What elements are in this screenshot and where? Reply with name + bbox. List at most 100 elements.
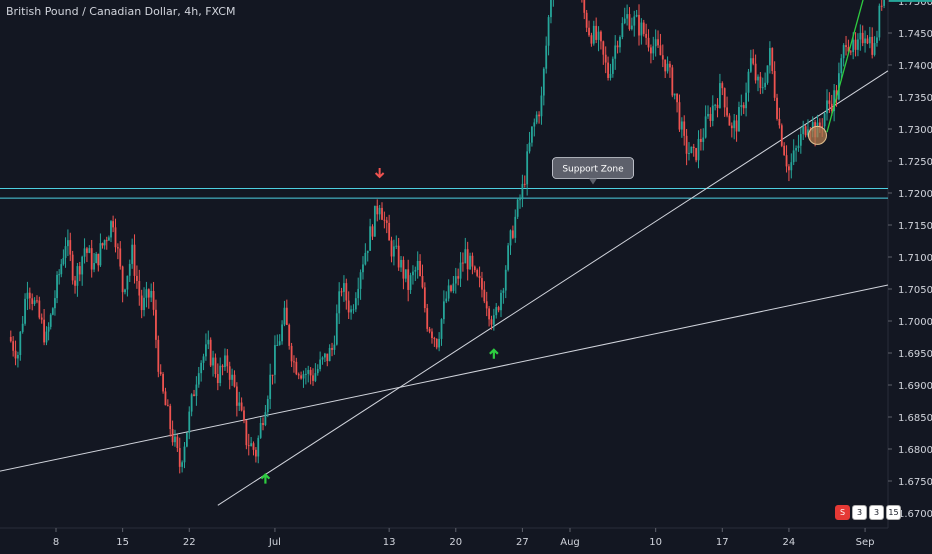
candle-body [21, 323, 24, 332]
candle-body [719, 83, 721, 108]
candle-body [711, 105, 714, 121]
candle-body [81, 256, 84, 275]
candle-body [357, 288, 360, 299]
candle-body [878, 5, 881, 38]
candle-body [450, 285, 452, 291]
candle-body [823, 113, 826, 127]
candle-body [619, 37, 621, 48]
candle-body [147, 289, 150, 298]
candle-body [438, 338, 441, 348]
candle-body [457, 276, 460, 279]
candle-body [669, 63, 671, 68]
candle-body [464, 249, 467, 264]
candle-body [723, 88, 726, 108]
candle-body [738, 107, 740, 132]
event-badge[interactable]: 15 [886, 505, 901, 520]
price-tick-label: 1.74500 [898, 29, 932, 40]
candle-body [395, 245, 398, 247]
candle-body [790, 162, 793, 171]
countdown-box [889, 0, 932, 2]
candle-body [647, 37, 650, 48]
candle-body [707, 113, 709, 117]
candle-body [288, 324, 291, 346]
candle-body [733, 120, 736, 129]
candle-body [176, 436, 179, 449]
candle-body [635, 14, 638, 17]
candle-body [124, 289, 126, 293]
time-tick-label: 17 [716, 537, 729, 548]
support-zone-label-pointer [589, 178, 597, 185]
candle-body [428, 328, 431, 332]
candle-body [185, 432, 188, 447]
event-badge[interactable]: 3 [852, 505, 867, 520]
candle-body [602, 41, 605, 55]
candle-body [747, 71, 750, 93]
time-tick-label: 24 [783, 537, 796, 548]
candle-body [60, 264, 63, 275]
candle-body [366, 250, 369, 253]
candle-body [328, 347, 331, 362]
price-tick-label: 1.75000 [898, 0, 932, 8]
price-tick-label: 1.71000 [898, 253, 932, 264]
candle-body [535, 114, 538, 123]
candle-body [709, 113, 712, 121]
candle-body [628, 14, 631, 30]
event-badge[interactable]: 3 [869, 505, 884, 520]
candle-body [347, 300, 350, 313]
candle-body [714, 104, 717, 106]
time-tick-label: Jul [268, 537, 281, 548]
candle-body [538, 114, 540, 117]
candle-body [857, 39, 859, 50]
candle-body [611, 58, 614, 74]
candle-body [388, 222, 391, 241]
candle-body [683, 121, 686, 136]
candle-body [504, 269, 507, 291]
candle-body [174, 436, 176, 443]
candle-body [626, 14, 629, 19]
candle-body [338, 291, 341, 314]
candle-body [397, 245, 400, 268]
candle-body [385, 220, 388, 223]
candle-body [445, 298, 448, 302]
candle-body [516, 199, 519, 217]
candle-body [473, 266, 476, 271]
candle-body [17, 354, 19, 359]
price-tick-label: 1.68500 [898, 413, 932, 424]
candle-body [171, 429, 174, 443]
candle-body [323, 353, 326, 358]
candle-body [431, 331, 433, 339]
candle-body [849, 51, 852, 53]
candle-body [521, 183, 524, 200]
candle-body [807, 129, 809, 136]
candle-body [62, 257, 65, 265]
candle-body [69, 240, 72, 255]
candle-body [181, 462, 184, 467]
candle-body [107, 237, 110, 241]
candle-body [452, 283, 455, 291]
candle-body [730, 125, 733, 129]
candle-body [545, 45, 548, 69]
candle-body [476, 270, 479, 276]
time-tick-label: 22 [183, 537, 196, 548]
event-badge[interactable]: S [835, 505, 850, 520]
candle-body [511, 230, 514, 238]
candle-body [40, 317, 43, 320]
time-tick-label: Sep [856, 537, 875, 548]
candle-body [749, 58, 752, 72]
candle-body [269, 374, 272, 400]
candle-body [93, 263, 95, 270]
price-tick-label: 1.68000 [898, 445, 932, 456]
candle-body [54, 298, 56, 309]
candle-body [407, 269, 410, 290]
candle-body [481, 278, 483, 290]
candle-body [435, 338, 438, 348]
candle-body [293, 361, 295, 363]
candle-body [226, 355, 229, 367]
candle-body [319, 359, 322, 370]
candle-body [74, 280, 76, 286]
candle-body [138, 281, 141, 296]
candle-body [500, 292, 502, 311]
candle-body [119, 248, 122, 267]
candle-body [752, 58, 755, 64]
